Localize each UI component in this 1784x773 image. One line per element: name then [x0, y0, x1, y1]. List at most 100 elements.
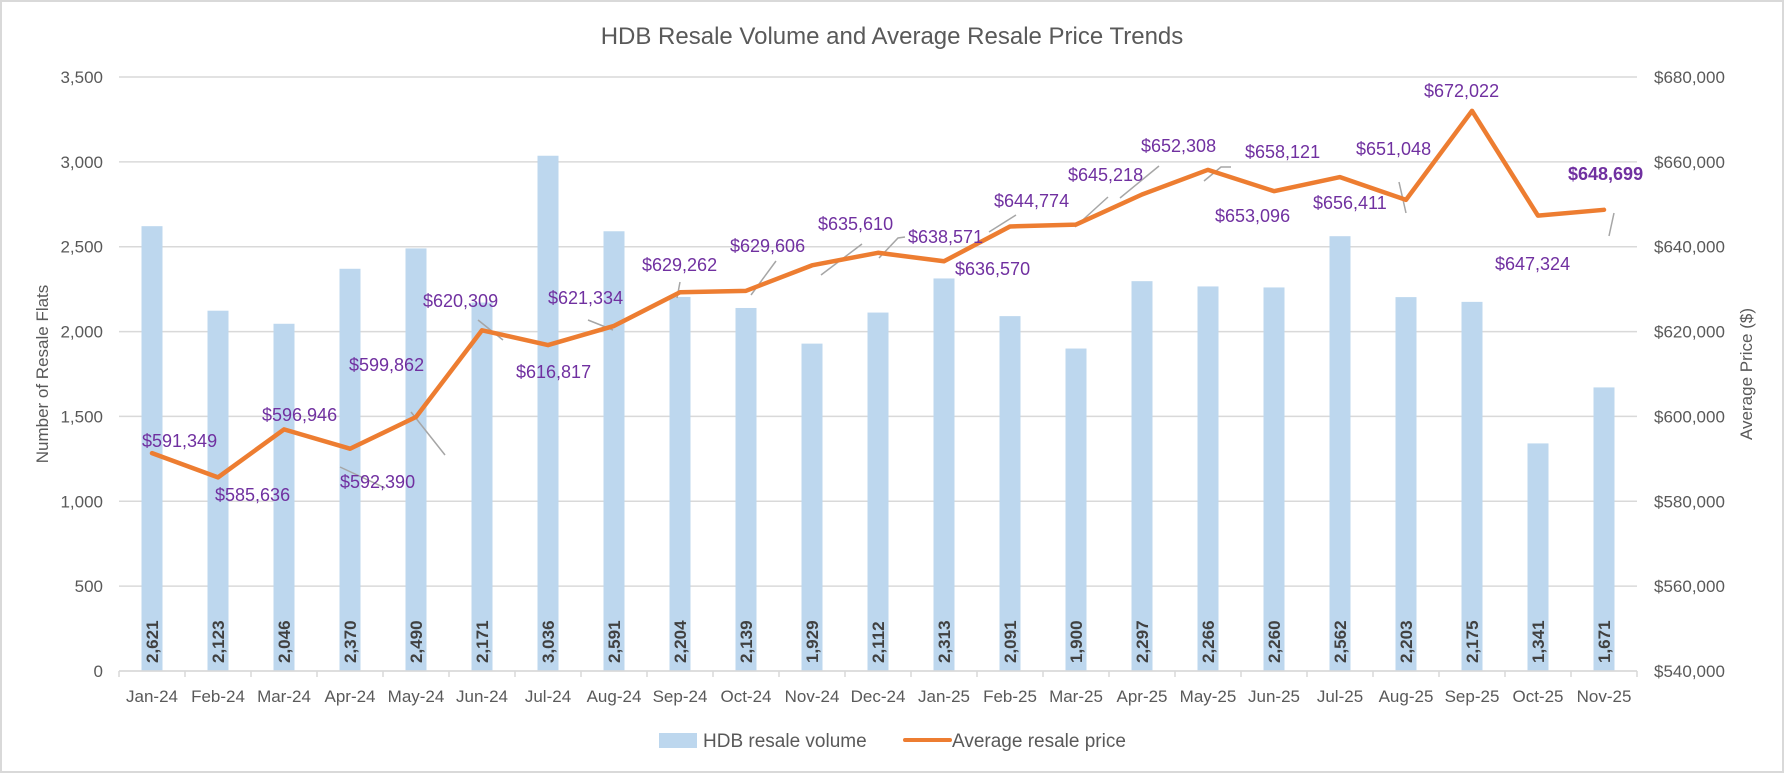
- bar-label: 2,171: [473, 620, 492, 663]
- leader-line: [339, 466, 386, 489]
- bar: [141, 226, 163, 671]
- bar: [1527, 443, 1549, 671]
- left-y-axis: 0 500 1,000 1,500 2,000 2,500 3,000 3,500: [60, 68, 103, 681]
- price-label: $648,699: [1568, 164, 1643, 184]
- bar: [1065, 348, 1087, 671]
- bar: [1197, 286, 1219, 671]
- leader-line: [750, 260, 777, 296]
- bar: [1593, 387, 1615, 671]
- bar-label: 1,671: [1595, 620, 1614, 663]
- left-axis-title: Number of Resale Flats: [33, 285, 52, 464]
- bar: [339, 268, 361, 671]
- legend-label-price: Average resale price: [952, 731, 1126, 752]
- bar: [801, 343, 823, 671]
- line-series: [149, 108, 1607, 480]
- bar-label: 2,313: [935, 620, 954, 663]
- x-tick-label: Mar-25: [1049, 687, 1103, 706]
- bar-label: 2,370: [341, 620, 360, 663]
- right-tick-label: $660,000: [1654, 153, 1725, 172]
- x-tick-label: Nov-25: [1577, 687, 1632, 706]
- right-tick-label: $620,000: [1654, 323, 1725, 342]
- x-tick-label: May-24: [388, 687, 445, 706]
- x-tick-label: Apr-24: [324, 687, 375, 706]
- bar-label: 1,900: [1067, 620, 1086, 663]
- price-label: $656,411: [1313, 193, 1387, 213]
- bar: [537, 155, 559, 671]
- bar-data-labels: 2,621 2,123 2,046 2,370 2,490 2,171 3,036 2,591…: [143, 620, 1614, 663]
- price-label: $592,390: [340, 472, 415, 492]
- bar: [603, 231, 625, 672]
- leader-line: [1203, 166, 1231, 182]
- right-tick-label: $580,000: [1654, 492, 1725, 511]
- x-tick-label: May-25: [1180, 687, 1237, 706]
- legend: HDB resale volume Average resale price: [659, 731, 1126, 752]
- legend-swatch-volume: [659, 733, 697, 748]
- line-data-labels: $591,349 $585,636 $596,946 $592,390 $599,862…: [142, 81, 1643, 505]
- price-label: $651,048: [1356, 139, 1431, 159]
- bar-label: 2,203: [1397, 620, 1416, 663]
- x-tick-label: Feb-25: [983, 687, 1037, 706]
- bar-label: 2,112: [869, 621, 888, 663]
- left-tick-label: 2,500: [60, 238, 103, 257]
- x-tick-label: Sep-24: [653, 687, 708, 706]
- price-label: $629,262: [642, 255, 717, 275]
- x-tick-label: Feb-24: [191, 687, 245, 706]
- x-tick-label: Aug-25: [1379, 687, 1434, 706]
- price-label: $672,022: [1424, 81, 1499, 101]
- x-tick-label: Oct-25: [1512, 687, 1563, 706]
- leader-line: [878, 236, 906, 259]
- x-tick-label: Jul-24: [525, 687, 571, 706]
- left-tick-label: 2,000: [60, 323, 103, 342]
- bar: [933, 278, 955, 671]
- right-axis-title: Average Price ($): [1737, 308, 1756, 440]
- leader-lines: [339, 165, 1615, 489]
- x-tick-label: Sep-25: [1445, 687, 1500, 706]
- left-tick-label: 1,000: [60, 492, 103, 511]
- left-tick-label: 500: [75, 577, 103, 596]
- bar-label: 2,046: [275, 620, 294, 663]
- x-tick-label: Jan-25: [918, 687, 970, 706]
- bar: [471, 302, 493, 671]
- left-tick-label: 0: [94, 662, 103, 681]
- bar-label: 2,266: [1199, 620, 1218, 663]
- bar-label: 2,204: [671, 620, 690, 663]
- legend-label-volume: HDB resale volume: [703, 731, 867, 752]
- right-tick-label: $640,000: [1654, 238, 1725, 257]
- bar-label: 2,123: [209, 620, 228, 663]
- x-axis: Jan-24 Feb-24 Mar-24 Apr-24 May-24 Jun-24 Jul-…: [118, 670, 1638, 706]
- bar-label: 2,260: [1265, 620, 1284, 663]
- price-label: $621,334: [548, 288, 623, 308]
- bar: [867, 312, 889, 671]
- right-tick-label: $540,000: [1654, 662, 1725, 681]
- bar-label: 2,562: [1331, 620, 1350, 663]
- leader-line: [1119, 165, 1160, 199]
- bar-series: [141, 155, 1615, 672]
- bar: [1395, 297, 1417, 671]
- price-label: $620,309: [423, 291, 498, 311]
- right-tick-label: $600,000: [1654, 407, 1725, 426]
- bar-label: 2,591: [605, 620, 624, 663]
- left-tick-label: 3,500: [60, 68, 103, 87]
- bar-label: 1,341: [1529, 620, 1548, 663]
- bar-label: 2,621: [143, 620, 162, 663]
- x-tick-label: Dec-24: [851, 687, 906, 706]
- price-label: $599,862: [349, 355, 424, 375]
- bar: [735, 307, 757, 671]
- leader-line: [988, 214, 1017, 233]
- price-label: $629,606: [730, 236, 805, 256]
- bar-label: 3,036: [539, 620, 558, 663]
- price-label: $591,349: [142, 431, 217, 451]
- bar-label: 2,091: [1001, 620, 1020, 663]
- x-tick-label: Jun-25: [1248, 687, 1300, 706]
- price-label: $638,571: [908, 227, 983, 247]
- leader-line: [1608, 212, 1615, 237]
- right-tick-label: $560,000: [1654, 577, 1725, 596]
- bar-label: 2,490: [407, 620, 426, 663]
- price-label: $653,096: [1215, 206, 1290, 226]
- bar: [669, 296, 691, 671]
- x-tick-label: Mar-24: [257, 687, 311, 706]
- x-tick-label: Aug-24: [587, 687, 642, 706]
- x-tick-label: Oct-24: [720, 687, 771, 706]
